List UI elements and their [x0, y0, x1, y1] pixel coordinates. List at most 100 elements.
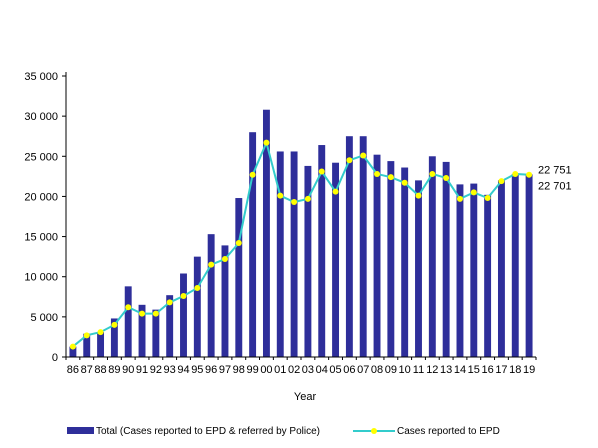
line-point [166, 299, 173, 306]
y-tick-label: 10 000 [24, 272, 58, 284]
line-point [125, 304, 132, 311]
line-path [72, 139, 530, 348]
bar [387, 161, 395, 357]
line-point [346, 157, 353, 164]
line-point [470, 189, 477, 196]
y-axis: 0 5 000 10 000 15 000 20 000 25 000 30 000 35 0… [24, 71, 67, 364]
line-point [498, 178, 505, 185]
x-tick-label: 12 [426, 364, 438, 376]
x-tick-label: 09 [385, 364, 397, 376]
x-tick-label: 90 [122, 364, 134, 376]
x-tick-label: 89 [108, 364, 120, 376]
x-tick-label: 91 [136, 364, 148, 376]
x-tick-label: 98 [233, 364, 245, 376]
x-tick-label: 95 [191, 364, 203, 376]
legend-swatch-bar [67, 427, 94, 434]
line-point [180, 292, 187, 299]
bar [525, 174, 533, 357]
x-tick-label: 18 [509, 364, 521, 376]
x-tick-label: 08 [371, 364, 383, 376]
bar [221, 245, 229, 357]
line-point [318, 168, 325, 175]
bar [262, 109, 270, 357]
x-tick-label: 87 [81, 364, 93, 376]
y-tick-label: 0 [52, 352, 58, 364]
x-tick-label: 04 [316, 364, 328, 376]
line-point [221, 256, 228, 263]
line-point [415, 192, 422, 199]
x-tick-label: 94 [177, 364, 189, 376]
x-tick-label: 05 [329, 364, 341, 376]
x-tick-label: 10 [399, 364, 411, 376]
bar [97, 332, 105, 357]
bar [83, 333, 91, 357]
x-tick-label: 02 [288, 364, 300, 376]
line-point [512, 170, 519, 177]
bar [249, 132, 257, 357]
line-point [332, 188, 339, 195]
legend: Total (Cases reported to EPD & referred … [67, 426, 500, 437]
line-point [152, 310, 159, 317]
line-point [456, 195, 463, 202]
bar [359, 136, 367, 357]
line-point [387, 174, 394, 181]
bar [69, 346, 77, 357]
line-series [69, 139, 533, 350]
line-point [401, 179, 408, 186]
x-tick-label: 92 [150, 364, 162, 376]
x-tick-label: 99 [246, 364, 258, 376]
line-point [526, 171, 533, 178]
bar [304, 165, 312, 357]
data-label: 22 701 [538, 181, 572, 193]
annotations: 22 751 22 701 [538, 164, 572, 192]
x-tick-label: 00 [260, 364, 272, 376]
legend-label-epd: Cases reported to EPD [397, 426, 500, 437]
legend-swatch-marker [371, 428, 377, 434]
bar [332, 162, 340, 357]
x-tick-label: 03 [302, 364, 314, 376]
x-tick-label: 07 [357, 364, 369, 376]
line-point [139, 310, 146, 317]
x-tick-label: 88 [94, 364, 106, 376]
line-point [360, 152, 367, 159]
bar [124, 286, 132, 357]
x-tick-label: 11 [413, 364, 424, 376]
y-tick-label: 25 000 [24, 151, 58, 163]
bar [276, 151, 284, 357]
bar [373, 154, 381, 357]
x-axis: 86 87 88 89 90 91 92 93 94 95 96 97 98 99 00 01 02 03 04 05… [65, 356, 537, 376]
line-point [484, 195, 491, 202]
x-tick-label: 19 [523, 364, 535, 376]
line-point [194, 284, 201, 291]
x-tick-label: 06 [343, 364, 355, 376]
bar [345, 136, 353, 357]
line-point [304, 195, 311, 202]
x-tick-label: 14 [454, 364, 466, 376]
y-tick-label: 5 000 [30, 312, 58, 324]
x-tick-label: 16 [481, 364, 493, 376]
line-point [429, 170, 436, 177]
line-point [111, 321, 118, 328]
bar [180, 273, 187, 357]
x-tick-label: 15 [468, 364, 480, 376]
bar [152, 309, 160, 357]
x-tick-label: 13 [440, 364, 452, 376]
data-label: 22 751 [538, 164, 572, 176]
y-tick-label: 20 000 [24, 191, 58, 203]
line-point [374, 170, 381, 177]
bar [484, 194, 492, 357]
bar [511, 173, 519, 357]
y-tick-label: 30 000 [24, 111, 58, 123]
y-tick-label: 15 000 [24, 232, 58, 244]
bar [166, 295, 174, 357]
x-tick-label: 01 [274, 364, 286, 376]
bar [456, 184, 464, 357]
line-point [97, 329, 104, 336]
line-point [249, 171, 256, 178]
bar [110, 318, 118, 357]
bar [235, 198, 243, 357]
bar [138, 304, 146, 357]
bar [193, 256, 201, 357]
x-axis-title: Year [294, 391, 317, 403]
